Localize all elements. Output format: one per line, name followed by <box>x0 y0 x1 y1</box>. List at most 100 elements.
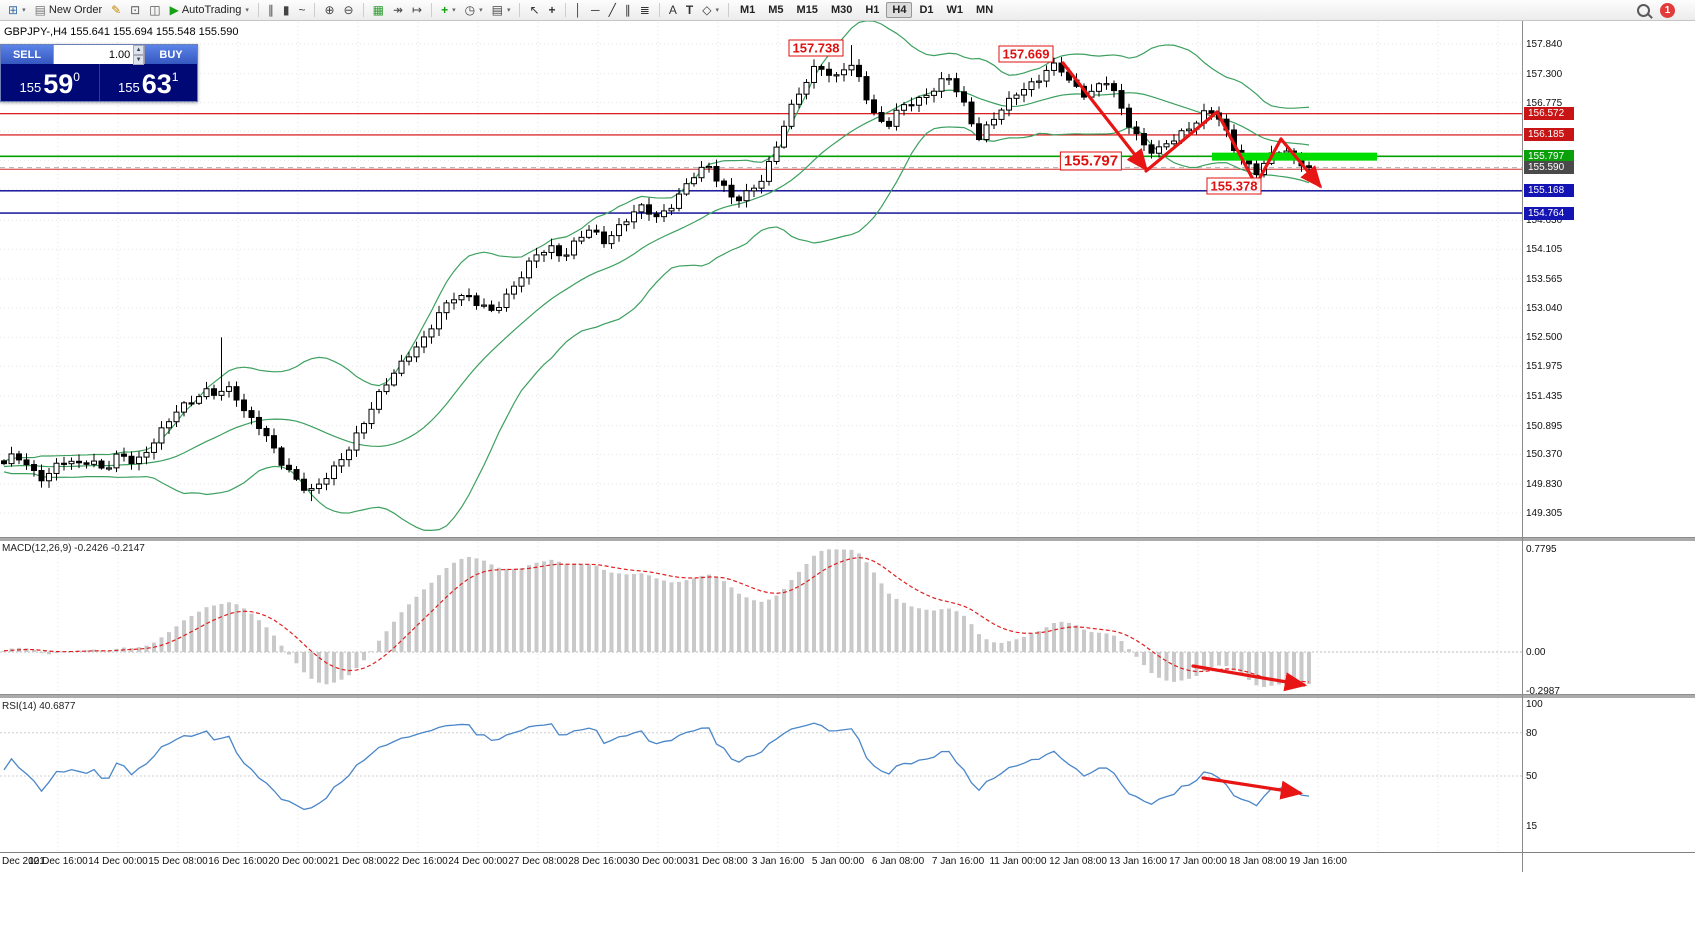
toolbar-separator <box>314 3 316 17</box>
zoom-out-button[interactable]: ⊖ <box>340 2 358 18</box>
macd-separator[interactable] <box>0 537 1695 541</box>
shapes-button[interactable]: ◇ ▾ <box>698 2 723 18</box>
chart-shift-icon: ↦ <box>412 3 423 17</box>
volume-spinner: ▲ ▼ <box>133 45 144 65</box>
horizontal-line-icon: ─ <box>591 3 600 17</box>
buy-button[interactable]: BUY <box>145 45 197 64</box>
cursor-button[interactable]: ↖ <box>525 2 543 18</box>
zoom-in-button[interactable]: ⊕ <box>320 2 338 18</box>
buy-price-sup: 1 <box>171 70 179 84</box>
new-order-button[interactable]: ▤ New Order <box>31 2 107 18</box>
timeframe-h1-button[interactable]: H1 <box>859 2 885 18</box>
chevron-down-icon: ▾ <box>452 7 456 14</box>
toolbar-right: 1 <box>1637 2 1691 18</box>
new-order-icon: ▤ <box>34 3 46 17</box>
cursor-icon: ↖ <box>529 3 540 17</box>
buy-price-big: 63 <box>141 69 172 99</box>
auto-scroll-button[interactable]: ↠ <box>389 2 407 18</box>
bar-chart-button[interactable]: ∥ <box>264 2 278 18</box>
trendline-button[interactable]: ╱ <box>605 2 620 18</box>
timeframe-mn-button[interactable]: MN <box>970 2 999 18</box>
bar-chart-icon: ∥ <box>267 3 274 17</box>
chart-shift-button[interactable]: ↦ <box>408 2 426 18</box>
line-chart-icon: ~ <box>298 3 306 17</box>
crosshair-icon: + <box>548 3 556 17</box>
sell-price-sup: 0 <box>73 70 80 84</box>
periods-button[interactable]: ◷ ▾ <box>461 2 487 18</box>
volume-increase-button[interactable]: ▲ <box>133 45 144 55</box>
toolbar-separator <box>727 3 729 17</box>
buy-price-base: 155 <box>118 80 140 95</box>
line-chart-button[interactable]: ~ <box>294 2 309 18</box>
autotrading-icon: ▶ <box>169 3 179 17</box>
print-icon: ⊡ <box>130 3 141 17</box>
timeframe-m1-button-label: M1 <box>739 4 756 16</box>
timeframe-d1-button[interactable]: D1 <box>913 2 939 18</box>
toolbar-buttons: ⊞ ▾ ▤ New Order ✎ ⊡ ◫ ▶ AutoTrading ▾ ∥ ▮ ~ ⊕ ⊖ ▦ ↠ ↦ + ▾ ◷ ▾… <box>4 2 999 18</box>
templates-button[interactable]: ▤ ▾ <box>488 2 515 18</box>
price-axis-border <box>1522 21 1523 872</box>
indicators-button[interactable]: + ▾ <box>437 2 460 18</box>
text-icon: A <box>668 3 677 17</box>
periods-icon: ◷ <box>464 3 476 17</box>
crosshair-button[interactable]: + <box>545 2 560 18</box>
templates-icon: ▤ <box>491 3 503 17</box>
timeframe-m5-button[interactable]: M5 <box>762 2 789 18</box>
text-button[interactable]: A <box>665 2 681 18</box>
timeframe-m30-button[interactable]: M30 <box>825 2 858 18</box>
data-window-button[interactable]: ◫ <box>145 2 164 18</box>
toolbar-separator <box>362 3 364 17</box>
toolbar-separator <box>257 3 259 17</box>
chevron-down-icon: ▾ <box>479 7 483 14</box>
timeframe-w1-button-label: W1 <box>946 4 964 16</box>
autotrading-button[interactable]: ▶ AutoTrading ▾ <box>166 2 253 18</box>
rsi-label: RSI(14) 40.6877 <box>2 701 76 712</box>
chevron-down-icon: ▾ <box>715 7 719 14</box>
data-window-icon: ◫ <box>149 3 161 17</box>
horizontal-line-button[interactable]: ─ <box>587 2 604 18</box>
zoom-in-icon: ⊕ <box>324 3 335 17</box>
timeframe-d1-button-label: D1 <box>919 4 934 16</box>
text-label-button[interactable]: T <box>682 2 697 18</box>
timeframe-m1-button[interactable]: M1 <box>734 2 761 18</box>
volume-input[interactable] <box>54 45 134 64</box>
zoom-out-icon: ⊖ <box>343 3 354 17</box>
chart-title: GBPJPY-,H4 155.641 155.694 155.548 155.5… <box>4 26 239 38</box>
sell-price-big: 59 <box>43 69 74 99</box>
timeframe-h1-button-label: H1 <box>865 4 880 16</box>
fibonacci-icon: ≣ <box>639 3 650 17</box>
metaeditor-icon: ✎ <box>111 3 122 17</box>
candlestick-chart-button[interactable]: ▮ <box>279 2 294 18</box>
toolbar-separator <box>658 3 660 17</box>
toolbar-separator <box>431 3 433 17</box>
rsi-separator[interactable] <box>0 694 1695 698</box>
timeframe-w1-button[interactable]: W1 <box>941 2 970 18</box>
search-icon[interactable] <box>1637 3 1650 17</box>
timeframe-m5-button-label: M5 <box>768 4 784 16</box>
timeframe-m15-button-label: M15 <box>796 4 818 16</box>
vertical-line-icon: │ <box>574 3 583 17</box>
tile-windows-button[interactable]: ▦ <box>369 2 388 18</box>
sell-button[interactable]: SELL <box>1 45 53 64</box>
indicators-icon: + <box>441 3 449 17</box>
volume-field: ▲ ▼ <box>53 45 145 65</box>
autotrading-button-label: AutoTrading <box>181 4 242 16</box>
volume-decrease-button[interactable]: ▼ <box>133 55 144 65</box>
notification-badge[interactable]: 1 <box>1660 2 1675 18</box>
print-button[interactable]: ⊡ <box>126 2 144 18</box>
metaeditor-button[interactable]: ✎ <box>107 2 125 18</box>
new-chart-button[interactable]: ⊞ ▾ <box>4 2 30 18</box>
timeframe-h4-button[interactable]: H4 <box>886 2 913 18</box>
vertical-line-button[interactable]: │ <box>571 2 587 18</box>
chevron-down-icon: ▾ <box>245 7 249 14</box>
timeframe-h4-button-label: H4 <box>892 4 907 16</box>
candlestick-chart-icon: ▮ <box>282 3 290 17</box>
chevron-down-icon: ▾ <box>506 7 511 14</box>
channel-button[interactable]: ∥ <box>621 2 635 18</box>
timeframe-m15-button[interactable]: M15 <box>791 2 824 18</box>
fibonacci-button[interactable]: ≣ <box>636 2 654 18</box>
buy-price[interactable]: 155 63 1 <box>100 64 198 101</box>
sell-price[interactable]: 155 59 0 <box>1 64 99 101</box>
channel-icon: ∥ <box>624 3 631 17</box>
